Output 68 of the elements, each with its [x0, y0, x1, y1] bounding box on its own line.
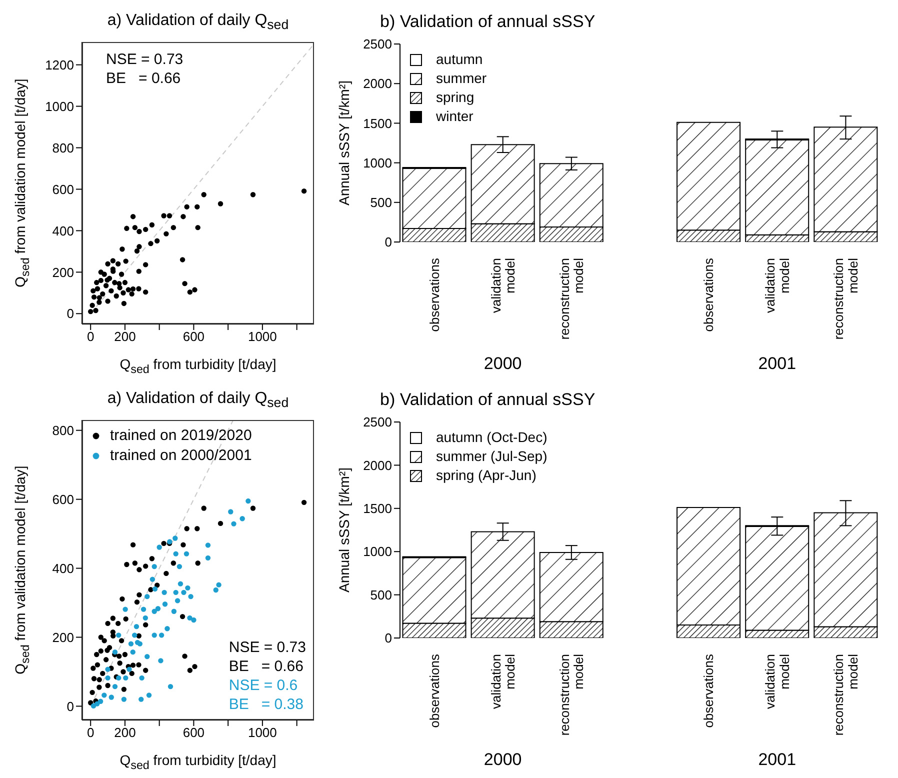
y-tick-label: 600 [52, 492, 74, 507]
chart-title: b) Validation of annual sSSY [380, 12, 596, 32]
text: 2001 [758, 354, 796, 374]
y-axis-title: Annual sSSY [t/km²] [336, 80, 352, 206]
chart-title: a) Validation of daily Q$_{sed}$ [106, 390, 290, 410]
annotation: NSE = 0.6 [228, 676, 299, 695]
x-tick-label: 1000 [248, 725, 277, 740]
y-tick-label: 400 [52, 560, 74, 576]
legend-label: autumn [436, 50, 483, 69]
x-tick-label: observations [701, 654, 716, 728]
y-tick-label: 500 [370, 587, 392, 602]
legend-label: trained on 2019/2020 [110, 426, 252, 446]
y-tick-label: 2000 [363, 458, 392, 473]
legend-label: winter [436, 107, 474, 126]
x-tick-label: 1000 [248, 329, 277, 344]
y-tick-label: 1000 [45, 98, 74, 114]
chart-title: b) Validation of annual sSSY [380, 390, 596, 410]
y-tick-label: 600 [52, 182, 74, 197]
x-tick-label: validation model [488, 258, 518, 313]
y-tick-label: 500 [370, 195, 392, 210]
y-tick-label: 2500 [363, 414, 392, 430]
annotation: NSE = 0.73 [106, 50, 184, 69]
x-axis-title: Q$_{sed}$ from turbidity [t/day] [118, 752, 278, 772]
x-tick-label: observations [426, 654, 442, 728]
y-tick-label: 1200 [45, 57, 74, 72]
y-tick-label: 2500 [363, 36, 392, 52]
legend-label: summer (Jul-Sep) [436, 447, 548, 466]
x-tick-label: 0 [86, 329, 94, 344]
y-tick-label: 1000 [363, 155, 392, 170]
y-tick-label: 0 [384, 234, 392, 250]
legend-label: spring [436, 88, 474, 107]
y-tick-label: 0 [384, 630, 392, 646]
y-tick-label: 200 [52, 630, 74, 645]
x-tick-label: reconstruction model [831, 258, 860, 340]
annotation: BE = 0.38 [228, 695, 304, 714]
text: 2000 [484, 750, 522, 770]
y-tick-label: 1000 [363, 544, 392, 560]
x-tick-label: validation model [762, 258, 792, 313]
y-tick-label: 400 [52, 223, 74, 238]
x-tick-label: validation model [762, 654, 792, 709]
text: 2000 [484, 354, 522, 374]
annotation: NSE = 0.73 [228, 638, 306, 657]
x-tick-label: validation model [488, 654, 518, 709]
legend-label: autumn (Oct-Dec) [436, 428, 548, 447]
y-tick-label: 1500 [363, 116, 392, 131]
x-tick-label: reconstruction model [831, 654, 860, 736]
y-tick-label: 800 [52, 422, 74, 438]
x-tick-label: 600 [182, 329, 205, 344]
legend-label: trained on 2000/2001 [110, 446, 252, 466]
legend-label: summer [436, 69, 487, 88]
x-tick-label: 0 [86, 725, 94, 740]
x-tick-label: 200 [114, 725, 136, 740]
chart-title: a) Validation of daily Q$_{sed}$ [106, 12, 290, 32]
x-tick-label: reconstruction model [556, 654, 586, 736]
x-tick-label: observations [426, 258, 442, 332]
x-tick-label: observations [701, 258, 716, 332]
x-tick-label: 600 [182, 725, 205, 740]
x-axis-title: Q$_{sed}$ from turbidity [t/day] [118, 356, 278, 376]
y-tick-label: 2000 [363, 76, 392, 92]
y-tick-label: 1500 [363, 501, 392, 516]
legend-label: spring (Apr-Jun) [436, 466, 536, 485]
x-tick-label: reconstruction model [556, 258, 586, 340]
y-axis-title: Annual sSSY [t/km²] [336, 467, 352, 593]
x-tick-label: 200 [114, 329, 136, 344]
y-tick-label: 800 [52, 140, 74, 156]
annotation: BE = 0.66 [106, 69, 182, 88]
text: 2001 [758, 750, 796, 770]
annotation: BE = 0.66 [228, 657, 304, 676]
